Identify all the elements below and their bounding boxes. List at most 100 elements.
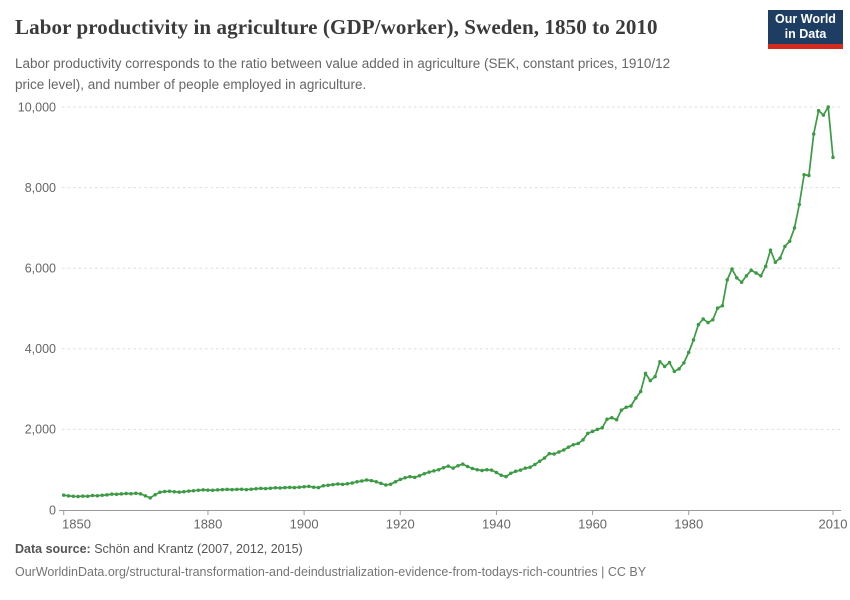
data-point[interactable] [783, 244, 787, 249]
data-point[interactable] [215, 488, 220, 492]
data-point[interactable] [634, 396, 638, 400]
data-point[interactable] [494, 470, 499, 475]
data-point[interactable] [292, 485, 297, 490]
data-point[interactable] [254, 487, 258, 491]
data-point[interactable] [715, 306, 720, 310]
data-point[interactable] [826, 105, 830, 109]
data-point[interactable] [605, 417, 609, 422]
data-point[interactable] [162, 489, 167, 494]
data-point[interactable] [201, 488, 205, 492]
data-point[interactable] [759, 274, 763, 278]
data-point[interactable] [340, 482, 345, 487]
data-point[interactable] [523, 466, 528, 470]
data-point[interactable] [739, 280, 744, 285]
data-point[interactable] [792, 226, 797, 230]
data-point[interactable] [658, 359, 662, 364]
data-point[interactable] [408, 474, 412, 479]
data-point[interactable] [451, 466, 455, 470]
data-point[interactable] [691, 338, 696, 342]
data-point[interactable] [206, 488, 210, 492]
data-point[interactable] [744, 274, 749, 278]
data-point[interactable] [807, 173, 811, 178]
data-point[interactable] [66, 494, 71, 498]
data-point[interactable] [725, 278, 729, 282]
data-point[interactable] [686, 350, 691, 355]
data-point[interactable] [533, 462, 537, 467]
data-point[interactable] [513, 469, 518, 474]
data-point[interactable] [768, 248, 773, 252]
data-point[interactable] [249, 487, 253, 491]
data-point[interactable] [220, 487, 225, 492]
data-point[interactable] [287, 485, 292, 490]
data-point[interactable] [802, 172, 806, 177]
data-point[interactable] [446, 464, 451, 468]
data-point[interactable] [283, 485, 287, 490]
data-point[interactable] [711, 318, 715, 322]
data-point[interactable] [614, 417, 619, 422]
data-point[interactable] [369, 478, 374, 483]
data-point[interactable] [422, 471, 427, 476]
data-point[interactable] [302, 485, 306, 489]
data-point[interactable] [831, 155, 835, 160]
data-point[interactable] [398, 477, 403, 482]
data-point[interactable] [230, 487, 234, 492]
data-point[interactable] [537, 459, 542, 463]
data-point[interactable] [379, 481, 383, 486]
data-point[interactable] [225, 487, 229, 492]
data-point[interactable] [316, 485, 321, 490]
data-point[interactable] [384, 483, 388, 487]
data-point[interactable] [427, 470, 431, 474]
data-point[interactable] [489, 468, 494, 472]
data-point[interactable] [297, 485, 302, 489]
data-point[interactable] [441, 465, 446, 470]
data-point[interactable] [696, 322, 701, 327]
data-point[interactable] [672, 369, 677, 374]
data-point[interactable] [177, 490, 181, 494]
data-point[interactable] [417, 473, 422, 478]
data-point[interactable] [153, 492, 157, 497]
data-point[interactable] [71, 494, 76, 499]
data-point[interactable] [662, 364, 667, 369]
data-point[interactable] [461, 462, 465, 466]
data-point[interactable] [518, 468, 523, 472]
data-point[interactable] [76, 494, 80, 499]
data-point[interactable] [730, 267, 734, 271]
data-point[interactable] [138, 492, 143, 496]
data-point[interactable] [735, 276, 739, 280]
data-point[interactable] [326, 483, 330, 487]
data-point[interactable] [629, 404, 633, 408]
data-point[interactable] [350, 481, 354, 485]
citation-link-line[interactable]: OurWorldinData.org/structural-transforma… [15, 565, 647, 579]
data-point[interactable] [778, 256, 782, 260]
data-point[interactable] [403, 476, 407, 480]
data-point[interactable] [143, 494, 148, 498]
data-point[interactable] [167, 489, 172, 494]
data-point[interactable] [331, 482, 335, 487]
data-point[interactable] [552, 452, 556, 456]
data-point[interactable] [364, 478, 369, 482]
data-point[interactable] [388, 482, 393, 486]
data-point[interactable] [191, 488, 196, 493]
data-point[interactable] [682, 361, 686, 365]
data-point[interactable] [114, 492, 119, 497]
data-point[interactable] [244, 487, 249, 492]
data-point[interactable] [610, 415, 614, 420]
data-point[interactable] [85, 494, 90, 499]
data-point[interactable] [100, 493, 104, 498]
data-point[interactable] [182, 489, 186, 494]
data-point[interactable] [129, 491, 133, 496]
data-point[interactable] [547, 451, 552, 456]
data-point[interactable] [811, 132, 816, 136]
data-point[interactable] [485, 467, 489, 472]
data-point[interactable] [239, 487, 244, 491]
data-point[interactable] [528, 465, 532, 470]
data-point[interactable] [81, 494, 85, 498]
data-point[interactable] [816, 108, 821, 113]
data-point[interactable] [509, 471, 513, 476]
data-point[interactable] [110, 492, 114, 496]
data-point[interactable] [470, 466, 475, 471]
data-point[interactable] [787, 239, 792, 243]
data-point[interactable] [268, 486, 273, 490]
data-point[interactable] [278, 486, 282, 490]
data-point[interactable] [648, 378, 653, 383]
